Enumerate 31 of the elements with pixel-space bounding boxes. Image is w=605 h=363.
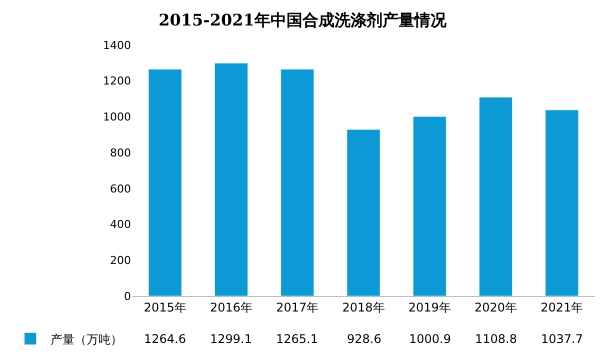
bar	[479, 96, 513, 296]
chart-title: 2015-2021年中国合成洗涤剂产量情况	[158, 10, 448, 30]
data-label: 1265.1	[276, 332, 318, 346]
y-tick-label: 400	[110, 218, 131, 232]
x-tick-label: 2016年	[210, 300, 252, 314]
x-tick-label: 2015年	[144, 300, 186, 314]
bar	[346, 129, 380, 296]
y-tick-label: 1200	[103, 74, 131, 88]
y-tick-label: 600	[110, 182, 131, 196]
bar	[214, 62, 248, 296]
data-label: 1108.8	[475, 332, 517, 346]
y-tick-label: 200	[110, 254, 131, 267]
x-tick-label: 2018年	[342, 300, 385, 314]
y-tick-label: 1000	[103, 110, 131, 124]
bar	[412, 116, 446, 296]
y-tick-label: 0	[124, 290, 131, 303]
bar	[280, 68, 314, 296]
x-tick-label: 2021年	[540, 300, 584, 314]
bar	[148, 69, 182, 296]
x-tick-label: 2020年	[474, 300, 518, 314]
data-label: 1037.7	[541, 332, 583, 346]
legend-label: 产量（万吨）	[50, 332, 122, 346]
y-tick-label: 800	[110, 146, 131, 160]
y-tick-label: 1400	[103, 38, 131, 52]
bar	[545, 110, 579, 296]
data-label: 1264.6	[144, 332, 186, 346]
data-label: 928.6	[347, 332, 382, 346]
x-tick-label: 2017年	[276, 300, 319, 314]
x-tick-label: 2019年	[408, 300, 451, 314]
data-label: 1000.9	[409, 332, 451, 346]
data-label: 1299.1	[210, 332, 252, 346]
